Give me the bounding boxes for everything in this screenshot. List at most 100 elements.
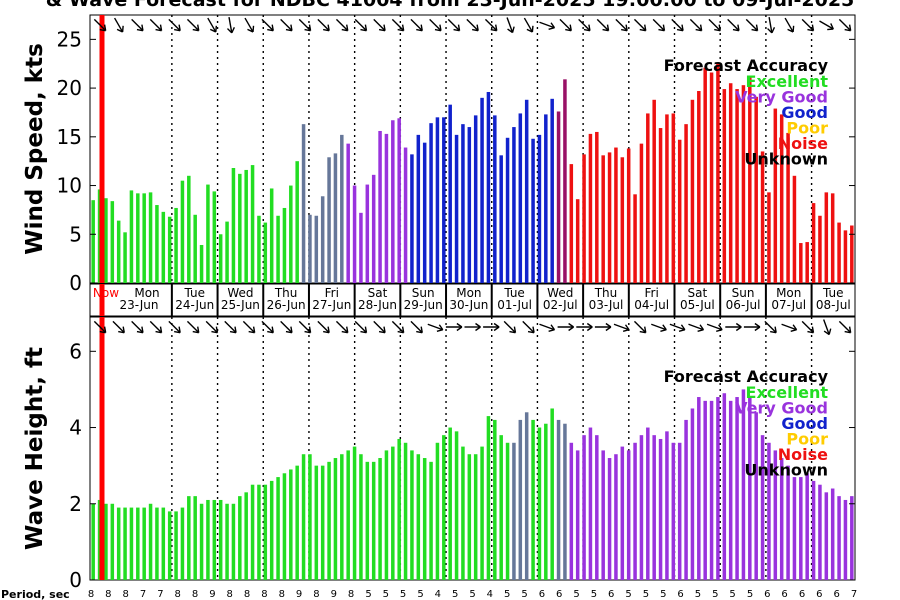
arrow-head xyxy=(341,326,349,334)
arrow-shaft xyxy=(596,18,610,32)
arrow-head xyxy=(472,24,479,32)
y-axis-label: Wave Height, ft xyxy=(22,347,48,550)
arrow-head xyxy=(697,324,705,332)
bar xyxy=(818,484,822,580)
bar xyxy=(773,450,778,580)
arrow-head xyxy=(229,326,237,334)
bar xyxy=(601,155,605,283)
arrow-head xyxy=(658,24,666,32)
arrow-head xyxy=(118,326,125,334)
bar xyxy=(748,397,752,580)
bar xyxy=(199,244,204,283)
bar xyxy=(556,111,561,283)
bar xyxy=(805,242,809,283)
arrow-head xyxy=(99,24,107,32)
bar xyxy=(505,137,510,283)
bar xyxy=(461,124,465,284)
y-tick-label: 4 xyxy=(69,416,82,440)
arrow-shaft xyxy=(93,18,107,32)
direction-arrow xyxy=(823,319,832,336)
period-value: 8 xyxy=(261,589,267,600)
day-of-week: Tue xyxy=(822,286,844,300)
bar xyxy=(212,499,217,580)
bar xyxy=(792,477,797,580)
direction-arrow xyxy=(354,18,368,32)
day-date: 28-Jun xyxy=(358,298,397,312)
arrow-head xyxy=(475,322,481,332)
arrow-shaft xyxy=(838,320,852,334)
arrow-shaft xyxy=(651,323,667,331)
bar xyxy=(779,114,784,284)
bar xyxy=(779,458,784,580)
period-value: 7 xyxy=(140,589,146,600)
bar xyxy=(257,484,261,580)
day-of-week: Wed xyxy=(547,286,573,300)
direction-arrow xyxy=(613,323,630,332)
arrow-head xyxy=(716,324,723,332)
direction-arrow xyxy=(615,18,628,32)
bar xyxy=(824,192,829,283)
period-value: 5 xyxy=(660,589,666,600)
bar xyxy=(218,234,223,283)
arrow-head xyxy=(248,326,256,334)
arrow-head xyxy=(211,326,219,334)
bar xyxy=(308,454,312,580)
bar xyxy=(174,207,178,283)
arrow-head xyxy=(192,24,200,32)
period-value: 4 xyxy=(487,589,493,600)
arrow-head xyxy=(323,326,330,334)
arrow-shaft xyxy=(205,320,218,334)
direction-arrow xyxy=(298,320,312,334)
direction-arrow xyxy=(93,320,107,334)
bar xyxy=(741,389,746,580)
direction-arrow xyxy=(410,18,423,32)
direction-arrow xyxy=(539,21,556,30)
bar xyxy=(677,139,682,283)
day-date: 06-Jul xyxy=(726,298,761,312)
direction-arrow xyxy=(706,323,723,332)
bar xyxy=(212,191,217,283)
arrow-shaft xyxy=(280,18,293,32)
bar xyxy=(830,193,835,283)
bar xyxy=(626,450,631,580)
direction-arrow xyxy=(205,320,219,334)
bar xyxy=(652,435,656,580)
day-date: 05-Jul xyxy=(680,298,715,312)
direction-arrow xyxy=(688,323,705,332)
arrow-head xyxy=(565,24,572,32)
bar xyxy=(435,117,440,283)
legend-entry: Unknown xyxy=(744,461,828,480)
bar xyxy=(116,507,121,580)
bar xyxy=(167,216,172,283)
arrow-shaft xyxy=(727,18,740,32)
direction-arrow xyxy=(767,16,776,34)
direction-arrow xyxy=(784,17,795,33)
direction-arrow xyxy=(522,320,535,334)
bar xyxy=(486,91,491,284)
bar xyxy=(837,496,841,580)
direction-arrow xyxy=(727,18,740,32)
day-of-week: Mon xyxy=(776,286,801,300)
arrow-head xyxy=(735,322,742,332)
arrow-head xyxy=(622,324,630,332)
bar xyxy=(524,99,529,283)
bar xyxy=(333,153,338,283)
arrow-shaft xyxy=(708,18,721,32)
legend-entry: Very Good xyxy=(735,88,828,107)
direction-arrow xyxy=(689,18,703,32)
period-value: 7 xyxy=(851,589,857,600)
direction-arrow xyxy=(633,18,647,32)
arrow-shaft xyxy=(801,18,814,32)
arrow-shaft xyxy=(523,17,534,33)
direction-arrow xyxy=(354,320,368,334)
direction-arrow xyxy=(801,320,815,334)
bar xyxy=(646,113,650,284)
bar xyxy=(850,225,854,283)
bar xyxy=(843,499,848,580)
bar xyxy=(754,96,758,283)
arrow-shaft xyxy=(93,320,107,334)
bar xyxy=(218,499,223,580)
bar xyxy=(238,173,242,283)
